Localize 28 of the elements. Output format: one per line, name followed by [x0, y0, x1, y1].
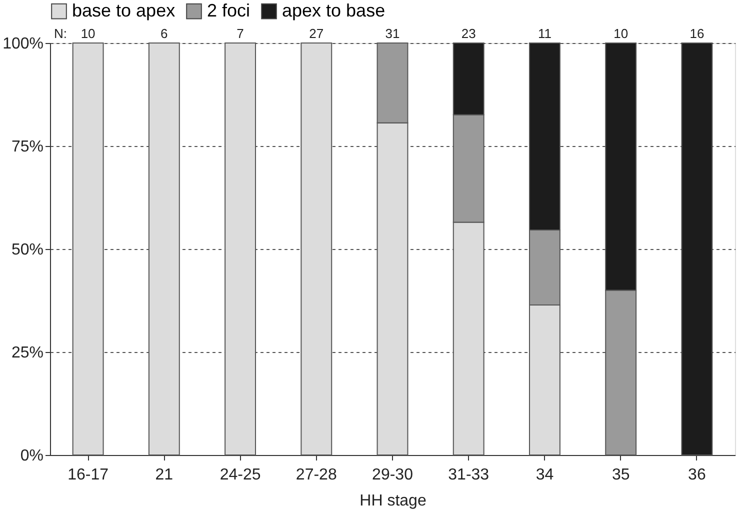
x-tick-label: 16-17 [68, 466, 109, 484]
y-tick-label: 100% [2, 36, 44, 52]
annotation: 16 [690, 26, 704, 41]
annotation: 10 [614, 26, 628, 41]
x-tick-label: 34 [536, 466, 554, 484]
legend-label: base to apex [72, 0, 176, 20]
x-tick-label: 21 [155, 466, 174, 484]
x-tick-label: 35 [612, 466, 630, 484]
x-tick-label: 29-30 [372, 466, 414, 484]
x-tick-label: 27-28 [296, 466, 337, 484]
annotation: 31 [385, 26, 400, 41]
annotation: 7 [236, 26, 244, 41]
legend-label: 2 foci [207, 0, 250, 20]
y-tick-label: 50% [11, 242, 44, 258]
x-axis-title: HH stage [360, 492, 426, 510]
annotation: 6 [160, 26, 168, 41]
x-tick-label: 36 [688, 466, 706, 484]
y-tick-label: 75% [11, 138, 44, 156]
annotation: 23 [461, 26, 476, 41]
annotation: 11 [538, 26, 552, 41]
x-tick-label: 31-33 [448, 466, 490, 484]
x-tick-label: 24-25 [220, 466, 261, 484]
legend-label: apex to base [282, 0, 386, 20]
text: N: [54, 26, 67, 41]
annotation: 27 [309, 26, 324, 41]
y-tick-label: 0% [20, 448, 44, 464]
annotation: 10 [80, 26, 96, 41]
y-tick-label: 25% [11, 344, 44, 362]
